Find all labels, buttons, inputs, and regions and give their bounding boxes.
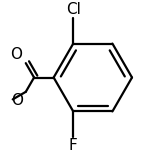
Text: O: O (11, 93, 24, 108)
Text: O: O (10, 47, 22, 62)
Text: F: F (69, 138, 78, 153)
Text: Cl: Cl (66, 2, 81, 17)
